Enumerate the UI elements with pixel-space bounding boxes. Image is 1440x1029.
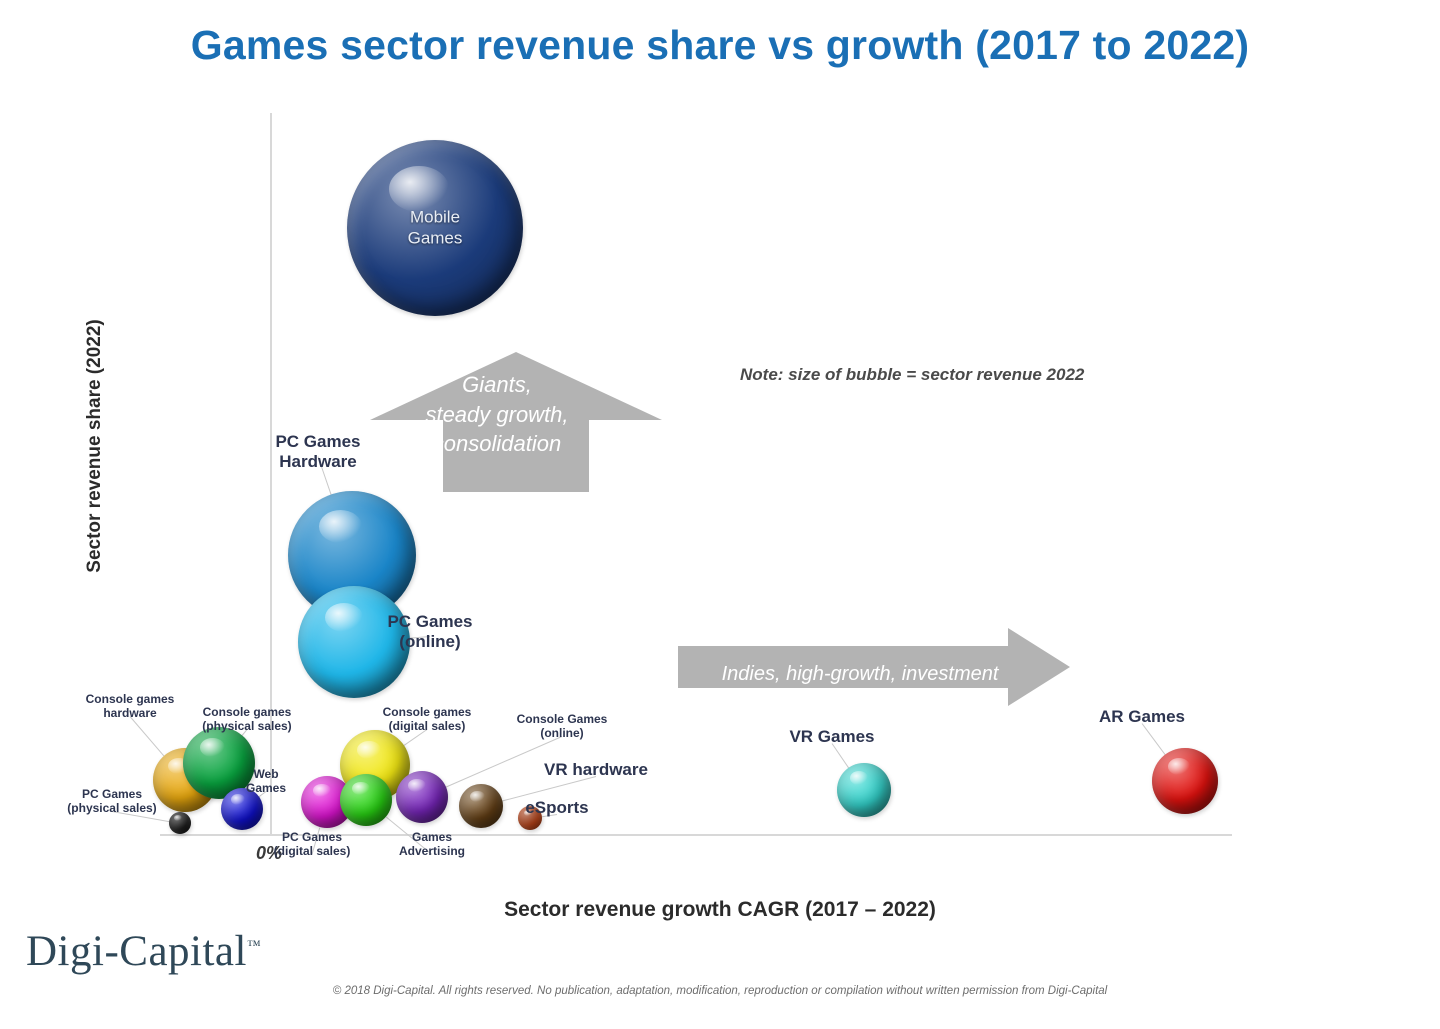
logo-text: Digi-Capital [26,928,247,975]
label-line: Console games [202,705,292,719]
bubble-label-web-games: Web Games [186,767,346,796]
bubble-label-console-games-digital-sales: Console games (digital sales) [347,705,507,734]
bubble-label-pc-games-hardware: PC Games Hardware [238,432,398,473]
giants-arrow-icon [370,352,662,492]
bubble-size-note: Note: size of bubble = sector revenue 20… [740,365,1085,384]
bubble-label-esports: eSports [477,798,637,818]
label-line: VR Games [789,727,875,746]
label-line: hardware [103,706,157,721]
y-axis-label: Sector revenue share (2022) [84,319,105,573]
bubble-label-vr-games: VR Games [752,727,912,747]
label-line: eSports [525,798,589,817]
bubble-web-games[interactable] [221,788,263,830]
bubble-label-pc-games-digital-sales: PC Games (digital sales) [232,830,392,859]
label-line: PC Games [81,787,143,801]
x-axis-origin-tick: 0% [256,843,283,863]
giants-arrow-label: Giants, steady growth, consolidation [382,370,612,459]
bubble-esports[interactable] [518,806,542,830]
page-title: Games sector revenue share vs growth (20… [190,22,1250,68]
label-line: (online) [399,632,461,652]
y-axis-line [270,113,272,835]
label-line: (physical sales) [202,719,292,734]
giants-line-1: Giants, [462,372,532,397]
bubble-label-games-advertising: Games Advertising [352,830,512,859]
label-line: AR Games [1099,707,1185,726]
indies-arrow-label: Indies, high-growth, investment [721,663,999,685]
label-line: Console Games [516,712,608,726]
bubble-label-console-games-hardware: Console games hardware [50,692,210,721]
bubble-vr-games[interactable] [837,763,891,817]
bubble-label-console-games-online: Console Games (online) [482,712,642,741]
bubble-label-line: Games [407,228,463,247]
label-line: (online) [540,726,584,741]
label-line: PC Games [275,432,361,451]
bubble-label-console-games-physical-sales: Console games (physical sales) [167,705,327,734]
giants-line-2: steady growth, [425,401,569,427]
bubble-pc-games-online[interactable] [298,586,410,698]
bubble-label-line: Mobile [409,207,461,227]
bubble-inner-label: Mobile Games [347,207,523,248]
label-line: Advertising [398,844,465,859]
leader-line [1141,723,1166,756]
label-line: Console games [382,705,472,719]
leader-line [129,716,165,757]
label-line: PC Games [281,830,343,844]
logo-trademark: ™ [246,938,262,954]
bubble-games-advertising[interactable] [340,774,392,826]
label-line: Web [253,767,279,781]
bubble-label-ar-games: AR Games [1062,707,1222,727]
bubble-ar-games[interactable] [1152,748,1218,814]
copyright-notice: © 2018 Digi-Capital. All rights reserved… [332,985,1108,997]
label-line: Console games [85,692,175,706]
bubble-vr-hardware[interactable] [459,784,503,828]
bubble-console-games-physical-sales[interactable] [183,727,255,799]
digi-capital-logo: Digi-Capital™ [26,927,261,976]
bubble-label-vr-hardware: VR hardware [516,760,676,780]
label-line: PC Games [387,612,473,631]
giants-line-3: consolidation [432,431,562,457]
label-line: Hardware [279,452,357,472]
label-line: (digital sales) [388,719,466,734]
bubble-label-pc-games-online: PC Games (online) [350,612,510,653]
bubble-mobile-games[interactable]: Mobile Games [347,140,523,316]
indies-arrow-icon [678,628,1070,706]
bubble-label-pc-games-physical-sales: PC Games (physical sales) [32,787,192,816]
label-line: (physical sales) [67,801,157,816]
label-line: VR hardware [544,760,648,779]
x-axis-line [160,834,1232,836]
label-line: Games [245,781,287,796]
label-line: Games [411,830,453,844]
bubble-console-games-online[interactable] [396,771,448,823]
bubble-pc-games-physical-sales[interactable] [169,812,191,834]
label-line: (digital sales) [273,844,351,859]
x-axis-label: Sector revenue growth CAGR (2017 – 2022) [504,898,936,921]
